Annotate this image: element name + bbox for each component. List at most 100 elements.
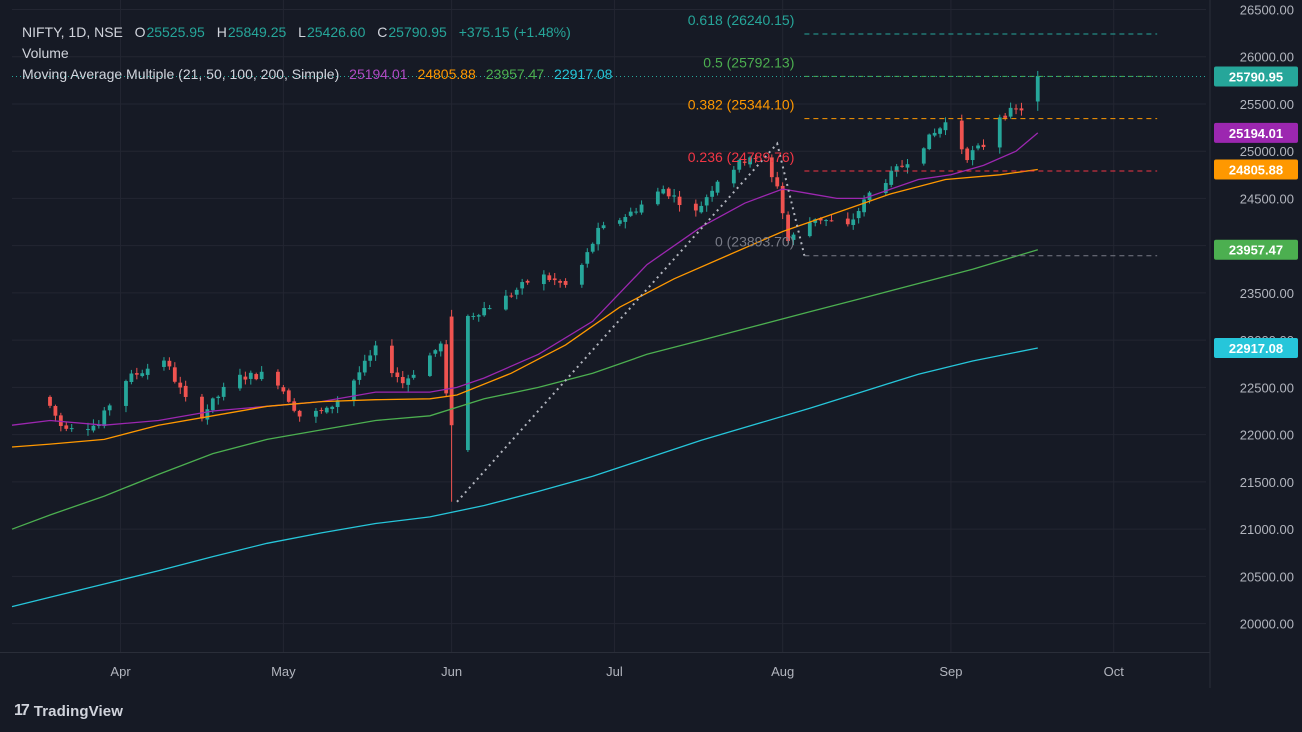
candle-body	[200, 396, 204, 419]
candle-body	[639, 204, 644, 213]
candle-body	[48, 396, 52, 406]
candle-body	[107, 405, 112, 411]
candle-body	[259, 371, 264, 380]
candle-body	[221, 386, 226, 397]
candle-body	[1008, 107, 1013, 117]
candle-body	[324, 407, 329, 413]
candle-body	[444, 344, 449, 394]
candle-body	[601, 225, 606, 229]
legend-high-value: 25849.25	[227, 24, 287, 40]
candle-body	[210, 398, 215, 411]
candle-body	[921, 148, 926, 164]
candle-body	[319, 410, 324, 412]
candle-body	[753, 158, 758, 160]
fib-level-label: 0 (23893.70)	[715, 234, 794, 250]
legend-low-key: L	[298, 24, 306, 40]
candle-body	[362, 360, 367, 373]
legend-high-key: H	[216, 24, 227, 40]
legend-ma21-value: 25194.01	[349, 66, 408, 82]
price-tag-label: 25790.95	[1229, 69, 1283, 84]
candle-body	[699, 205, 704, 213]
candle-body	[248, 372, 253, 379]
candle-body	[91, 425, 96, 431]
candle-body	[943, 122, 948, 131]
candle-body	[938, 128, 942, 134]
candle-body	[563, 281, 568, 285]
candle-body	[373, 345, 378, 356]
candle-body	[58, 415, 63, 426]
legend-open-value: 25525.95	[146, 24, 205, 40]
price-tag-label: 23957.47	[1229, 243, 1283, 258]
candle-body	[276, 371, 280, 386]
candle-body	[352, 380, 356, 401]
candle-body	[932, 132, 937, 136]
candle-body	[661, 189, 666, 194]
price-tag-label: 24805.88	[1229, 163, 1283, 178]
fib-level-label: 0.236 (24789.76)	[688, 149, 795, 165]
candle-body	[769, 157, 774, 178]
candle-body	[335, 400, 340, 408]
candle-body	[976, 145, 980, 149]
candle-body	[959, 120, 964, 150]
legend-volume-label[interactable]: Volume	[22, 45, 69, 61]
candle-body	[281, 387, 286, 392]
legend-ma-row: Moving Average Multiple (21, 50, 100, 20…	[22, 64, 612, 85]
candle-body	[476, 315, 481, 317]
legend-open-key: O	[134, 24, 146, 40]
fib-level-label: 0.382 (25344.10)	[688, 97, 795, 113]
candle-body	[286, 390, 291, 402]
x-tick-label: May	[271, 664, 296, 679]
candle-body	[238, 374, 242, 389]
candle-body	[86, 429, 90, 431]
candle-body	[330, 406, 335, 409]
legend-ma200-value: 22917.08	[554, 66, 613, 82]
candle-body	[655, 191, 660, 205]
legend-close-value: 25790.95	[388, 24, 447, 40]
candle-body	[851, 219, 856, 225]
x-tick-label: Apr	[110, 664, 131, 679]
legend-symbol[interactable]: NIFTY, 1D, NSE	[22, 24, 123, 40]
candle-body	[900, 165, 904, 167]
candle-body	[807, 222, 812, 237]
tradingview-mark-icon: 17	[14, 702, 30, 719]
candle-body	[541, 274, 546, 285]
candle-body	[552, 278, 557, 281]
fib-trend-line	[456, 141, 806, 503]
fib-level-label: 0.618 (26240.15)	[688, 12, 795, 28]
candle-body	[520, 282, 525, 289]
candle-body	[585, 252, 590, 264]
tradingview-logo[interactable]: 17 TradingView	[14, 700, 123, 722]
chart-legend: NIFTY, 1D, NSE O25525.95 H25849.25 L2542…	[22, 22, 612, 85]
candle-body	[786, 214, 790, 241]
candle-body	[134, 373, 139, 375]
candle-body	[737, 160, 742, 170]
candle-body	[471, 315, 476, 317]
candle-body	[818, 218, 823, 221]
y-tick-label: 22500.00	[1240, 380, 1294, 395]
price-tag-label: 25194.01	[1229, 126, 1283, 141]
candle-body	[183, 385, 188, 397]
legend-ma-label[interactable]: Moving Average Multiple (21, 50, 100, 20…	[22, 66, 340, 82]
candle-body	[845, 218, 850, 225]
candle-body	[243, 376, 248, 380]
candle-body	[704, 197, 709, 206]
candle-body	[514, 289, 519, 295]
candle-body	[693, 203, 698, 211]
candle-body	[96, 424, 101, 426]
candle-body	[824, 220, 828, 222]
y-tick-label: 21500.00	[1240, 475, 1294, 490]
candle-body	[813, 219, 818, 223]
y-tick-label: 26500.00	[1240, 2, 1294, 17]
x-tick-label: Oct	[1104, 664, 1125, 679]
candle-body	[357, 372, 362, 380]
candle-body	[742, 161, 747, 163]
candle-body	[449, 316, 454, 426]
candle-body	[710, 190, 715, 197]
candle-body	[129, 373, 134, 383]
candle-body	[167, 360, 172, 367]
candle-body	[395, 372, 400, 378]
legend-change: +375.15 (+1.48%)	[458, 24, 571, 40]
candle-body	[889, 170, 894, 185]
candle-body	[406, 378, 411, 385]
